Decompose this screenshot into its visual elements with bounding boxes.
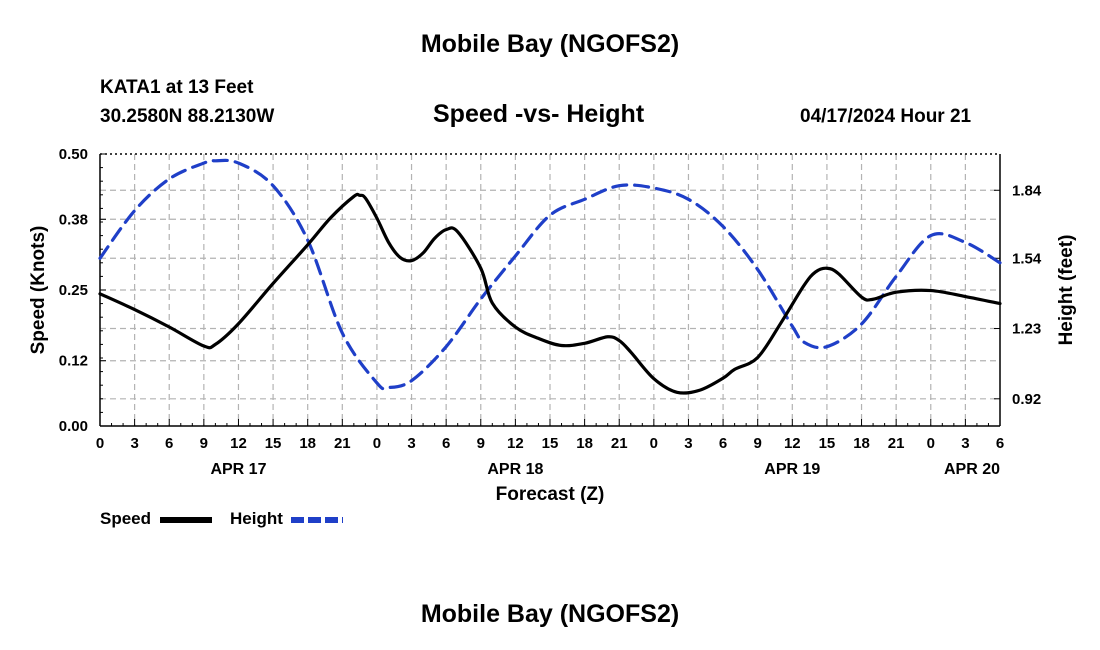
x-tick-label: 15 <box>265 435 282 452</box>
y2-tick-label: 1.84 <box>1012 182 1042 199</box>
date-label: APR 18 <box>487 461 543 478</box>
y-axis-label: Speed (Knots) <box>28 226 49 355</box>
chart-subtitle: Speed -vs- Height <box>433 100 645 128</box>
y-tick-label: 0.25 <box>59 282 88 299</box>
x-tick-label: 0 <box>927 435 935 452</box>
station-label: KATA1 at 13 Feet <box>100 77 254 98</box>
legend-label-height: Height <box>230 509 283 528</box>
x-tick-label: 21 <box>334 435 351 452</box>
x-tick-label: 0 <box>373 435 381 452</box>
x-tick-label: 15 <box>542 435 559 452</box>
y2-axis-label: Height (feet) <box>1056 235 1077 346</box>
x-tick-label: 9 <box>754 435 762 452</box>
x-tick-label: 6 <box>996 435 1004 452</box>
x-tick-label: 18 <box>576 435 593 452</box>
date-label: APR 19 <box>764 461 820 478</box>
x-tick-label: 21 <box>611 435 628 452</box>
y-tick-label: 0.38 <box>59 211 88 228</box>
page-title-top: Mobile Bay (NGOFS2) <box>420 30 680 58</box>
x-tick-label: 18 <box>299 435 316 452</box>
x-tick-label: 0 <box>96 435 104 452</box>
x-tick-label: 3 <box>684 435 692 452</box>
page-title-bottom: Mobile Bay (NGOFS2) <box>420 600 680 628</box>
coordinates-label: 30.2580N 88.2130W <box>100 106 275 127</box>
x-tick-label: 9 <box>477 435 485 452</box>
x-axis-label: Forecast (Z) <box>496 484 605 505</box>
date-label: APR 20 <box>944 461 1000 478</box>
x-tick-label: 3 <box>961 435 969 452</box>
x-tick-label: 12 <box>507 435 524 452</box>
series-layer <box>98 158 1002 395</box>
y-tick-label: 0.12 <box>59 353 88 370</box>
grid-layer <box>100 154 1000 426</box>
x-tick-label: 3 <box>407 435 415 452</box>
x-tick-label: 3 <box>130 435 138 452</box>
x-tick-label: 15 <box>819 435 836 452</box>
y2-tick-label: 0.92 <box>1012 391 1041 408</box>
y-tick-label: 0.50 <box>59 146 88 163</box>
x-tick-label: 6 <box>165 435 173 452</box>
x-tick-label: 18 <box>853 435 870 452</box>
x-tick-label: 12 <box>230 435 247 452</box>
y2-tick-label: 1.23 <box>1012 321 1041 338</box>
legend-label-speed: Speed <box>100 509 152 528</box>
forecast-datetime: 04/17/2024 Hour 21 <box>800 106 972 127</box>
series-line-height <box>98 158 1002 391</box>
date-label: APR 17 <box>210 461 266 478</box>
y2-tick-label: 1.54 <box>1012 250 1042 267</box>
series-line-speed <box>98 192 1002 395</box>
y-tick-label: 0.00 <box>59 418 88 435</box>
x-tick-label: 12 <box>784 435 801 452</box>
x-tick-label: 0 <box>650 435 658 452</box>
x-tick-label: 21 <box>888 435 905 452</box>
x-tick-label: 6 <box>442 435 450 452</box>
x-tick-label: 9 <box>200 435 208 452</box>
x-tick-label: 6 <box>719 435 727 452</box>
axis-layer: 0 3 6 9 12 15 18 21 0 3 6 9 12 15 18 21 0 3 6 9 12 15 18 21 0 3 6 A… <box>28 146 1077 505</box>
